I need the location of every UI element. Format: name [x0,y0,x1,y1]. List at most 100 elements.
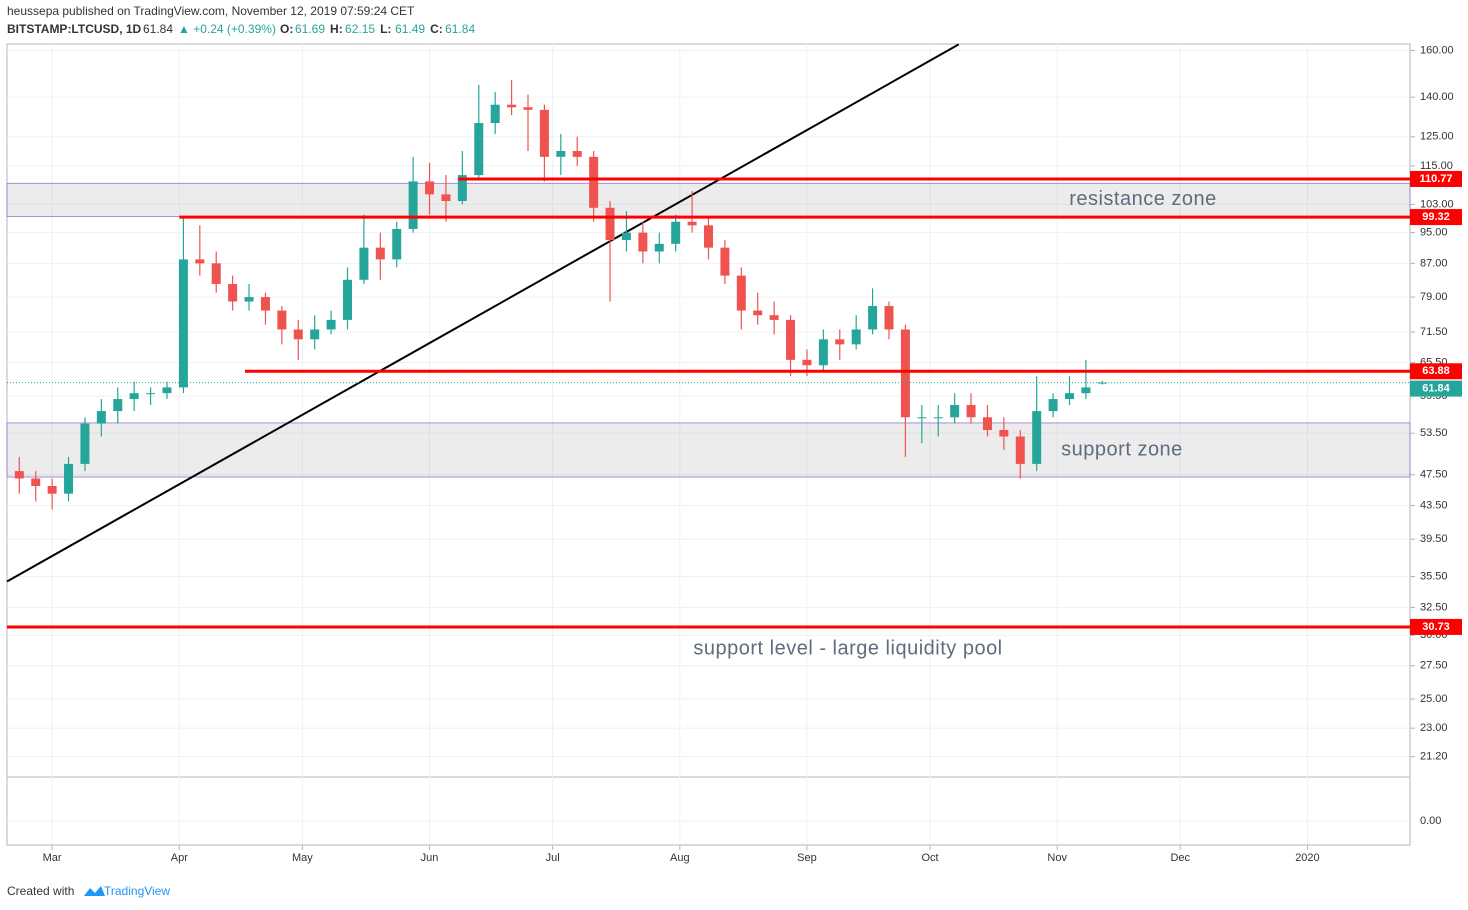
candle-body [802,359,812,366]
price-tag [1410,363,1462,380]
symbol: BITSTAMP:LTCUSD, 1D [7,22,142,36]
candle-body [966,405,976,418]
candle-body [228,284,238,302]
candle-body [408,181,418,229]
x-tick-label: Apr [171,852,188,864]
price-tag-label: 63.88 [1422,365,1450,377]
last: 61.84 [143,22,173,36]
candle-body [720,247,730,276]
candle-body [950,405,960,418]
candle-body [457,175,467,201]
candle-body [310,329,320,340]
zone [6,422,1411,478]
publisher: heussepa published on TradingView.com, N… [7,4,415,18]
ohlc-key: H: [330,22,343,36]
candle-body [638,232,648,252]
candle-body [933,417,943,419]
y-tick-label: 25.00 [1420,693,1448,705]
candle-body [671,221,681,244]
footer-text: Created with [7,884,74,898]
price-tag [1410,380,1462,397]
x-tick-label: Nov [1047,852,1067,864]
y-tick-label: 115.00 [1420,160,1453,172]
candle-body [441,194,451,201]
candle-body [654,243,664,252]
candle-body [539,109,549,157]
y-tick-label: 140.00 [1420,91,1454,103]
ohlc-value: 61.49 [395,22,425,36]
x-tick-label: Jul [546,852,560,864]
candle-body [31,478,41,487]
candle-body [589,156,599,208]
y-tick-label: 35.50 [1420,570,1448,582]
y-tick-label: 87.00 [1420,257,1448,269]
price-tag-label: 110.77 [1419,173,1452,185]
candle-body [753,310,763,316]
candle-body [523,107,533,110]
candle-body [835,339,845,345]
x-tick-label: May [292,852,313,864]
candle-body [277,310,287,330]
y-tick-label: 79.00 [1420,291,1448,303]
ohlc-key: O: [280,22,293,36]
candle-body [1015,436,1025,464]
y-tick-label: 160.00 [1420,44,1454,56]
candle-body [47,486,57,494]
candle-body [293,329,303,340]
candle-body [178,259,188,388]
candle-body [507,104,517,108]
candle-body [162,387,172,394]
candle-body [64,463,74,494]
candle-body [195,259,205,264]
candle-body [474,123,484,176]
y-tick-label: 53.50 [1420,427,1448,439]
candle-body [1048,399,1058,412]
ohlc-value: 62.15 [345,22,375,36]
y-tick-label: 23.00 [1420,722,1448,734]
y-tick-label: 27.50 [1420,660,1448,672]
candle-body [736,275,746,311]
x-tick-label: Jun [421,852,439,864]
y-tick-label: 95.00 [1420,227,1448,239]
ohlc-value: 61.69 [295,22,325,36]
ohlc-value: 61.84 [445,22,475,36]
candle-body [786,319,796,360]
y-tick-label: 125.00 [1420,131,1454,143]
candle-body [769,315,779,320]
x-tick-label: 2020 [1295,852,1319,864]
x-tick-label: Aug [670,852,690,864]
candle-body [80,423,90,464]
candle-body [342,279,352,320]
y-tick-label: 0.00 [1420,815,1441,827]
annotation: support level - large liquidity pool [693,637,1002,659]
candle-body [687,221,697,226]
price-tag [1410,170,1462,187]
candle-body [982,417,992,430]
candle-body [1081,387,1091,394]
x-tick-label: Dec [1170,852,1190,864]
candle-body [704,225,713,248]
candle-body [1032,411,1042,464]
price-tag [1410,209,1462,226]
y-tick-label: 71.50 [1420,326,1448,338]
y-tick-label: 32.50 [1420,601,1448,613]
zone-label: support zone [1061,438,1183,460]
candle-body [14,471,24,479]
trendline [6,43,960,583]
candle-body [326,319,336,330]
zone-label: resistance zone [1069,188,1217,210]
candle-body [621,232,631,241]
candle-body [129,393,139,400]
candle-body [868,306,878,330]
candle-body [375,247,385,260]
candle-body [818,339,828,366]
candle-body [900,329,910,418]
candle-body [260,297,270,311]
candle-body [425,181,435,195]
price-tag-label: 30.73 [1422,621,1450,633]
y-tick-label: 47.50 [1420,469,1448,481]
change: ▲ +0.24 (+0.39%) [178,22,276,36]
candle-body [917,417,927,419]
